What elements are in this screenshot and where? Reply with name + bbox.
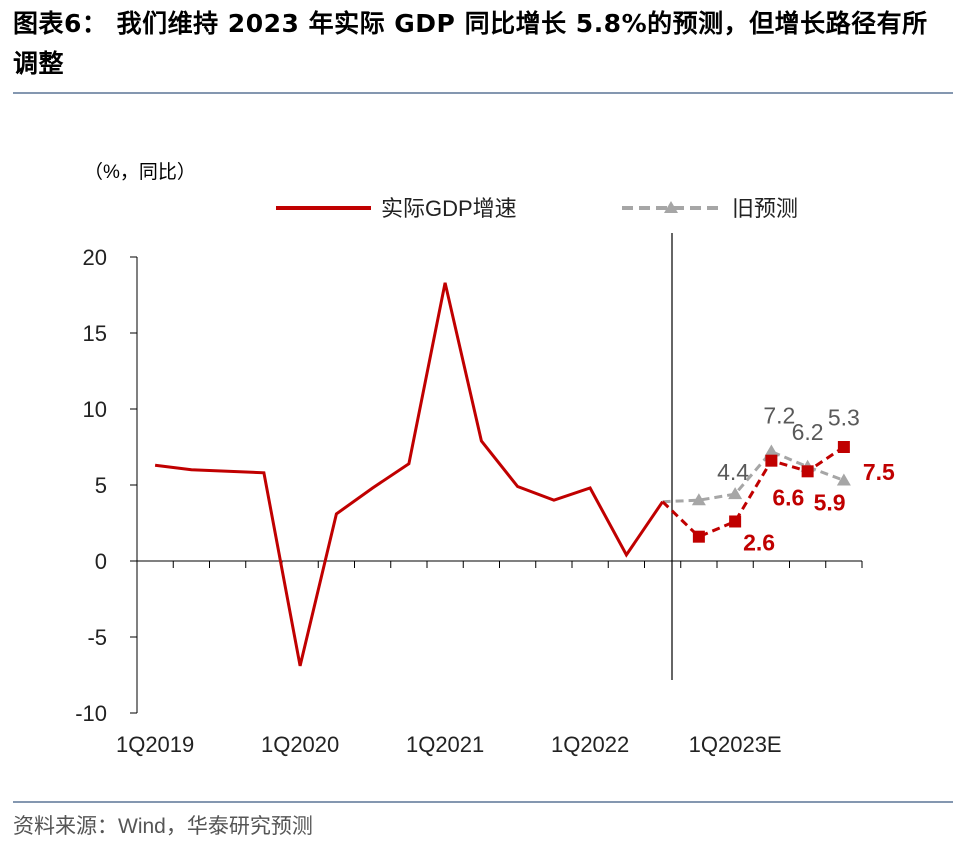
old-forecast-point xyxy=(836,473,851,486)
new-forecast-data-label: 5.9 xyxy=(814,489,846,515)
x-tick-label: 1Q2021 xyxy=(406,732,484,757)
old-forecast-data-label: 5.3 xyxy=(828,404,860,430)
y-tick-label: 20 xyxy=(83,245,107,270)
title-divider xyxy=(13,92,953,94)
new-forecast-data-label: 7.5 xyxy=(863,459,895,485)
new-forecast-data-label: 2.6 xyxy=(743,529,775,555)
legend-label-old: 旧预测 xyxy=(732,196,798,221)
new-forecast-data-label: 6.6 xyxy=(772,485,804,511)
old-forecast-data-label: 7.2 xyxy=(763,403,795,429)
series-line-new-forecast xyxy=(661,445,845,539)
y-tick-label: 0 xyxy=(95,549,107,574)
x-tick-label: 1Q2023E xyxy=(689,732,782,757)
x-tick-label: 1Q2020 xyxy=(261,732,339,757)
series-line-old-forecast xyxy=(662,449,845,504)
y-tick-label: 15 xyxy=(83,321,107,346)
y-tick-label: -10 xyxy=(75,701,107,726)
new-forecast-point xyxy=(801,465,814,478)
y-tick-label: -5 xyxy=(87,625,107,650)
legend-marker-old xyxy=(664,201,678,213)
new-forecast-point xyxy=(729,515,742,528)
old-forecast-point xyxy=(764,444,779,457)
series-line-actual-gdp xyxy=(154,282,664,667)
y-tick-label: 5 xyxy=(95,473,107,498)
source-note: 资料来源：Wind，华泰研究预测 xyxy=(13,815,313,838)
legend-label-actual: 实际GDP增速 xyxy=(381,196,517,221)
new-forecast-point xyxy=(837,441,850,453)
old-forecast-data-label: 6.2 xyxy=(792,419,824,445)
y-tick-label: 10 xyxy=(83,397,107,422)
old-forecast-point xyxy=(691,493,706,506)
old-forecast-data-label: 4.4 xyxy=(717,459,749,485)
chart-canvas: （%，同比） 20 15 10 5 0 -5 -10 1Q2019 1Q2020 1Q2021 1Q2… xyxy=(75,161,895,757)
x-tick-label: 1Q2022 xyxy=(551,732,629,757)
x-tick-label: 1Q2019 xyxy=(116,732,194,757)
chart-title: 图表6： 我们维持 2023 年实际 GDP 同比增长 5.8%的预测，但增长路… xyxy=(13,9,928,78)
unit-label: （%，同比） xyxy=(84,161,196,183)
new-forecast-point xyxy=(692,530,705,543)
new-forecast-point xyxy=(765,454,778,467)
old-forecast-point xyxy=(728,487,743,500)
source-divider xyxy=(13,801,953,803)
